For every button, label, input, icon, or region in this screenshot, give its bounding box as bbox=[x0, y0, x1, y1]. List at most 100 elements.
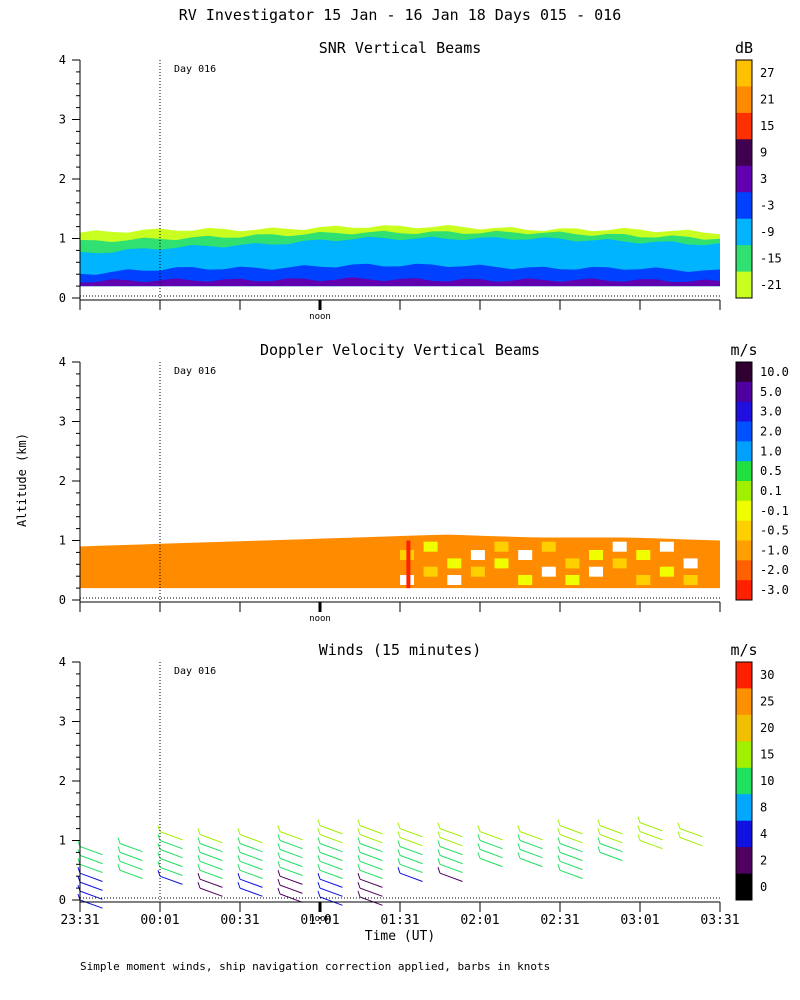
colorbar-swatch bbox=[736, 381, 752, 403]
velocity-patch bbox=[612, 558, 627, 569]
y-tick-label: 1 bbox=[59, 534, 66, 548]
colorbar-frame bbox=[735, 361, 753, 601]
wind-barb-flag bbox=[197, 837, 201, 844]
x-tick-label: 01:31 bbox=[380, 913, 419, 928]
wind-barb-flag bbox=[437, 867, 441, 874]
wind-barb-flag bbox=[237, 855, 241, 862]
colorbar-label: 0.1 bbox=[760, 484, 782, 498]
wind-barb bbox=[199, 834, 223, 844]
x-tick-label: 01:01 bbox=[300, 913, 339, 928]
wind-barb-flag bbox=[357, 837, 361, 844]
colorbar-swatch bbox=[736, 794, 752, 822]
wind-barb bbox=[359, 834, 383, 844]
colorbar-label: 25 bbox=[760, 695, 774, 709]
wind-barb-flag bbox=[397, 867, 401, 874]
wind-barb bbox=[159, 857, 183, 868]
colorbar-label: 10.0 bbox=[760, 365, 789, 379]
colorbar-swatch bbox=[736, 662, 752, 689]
velocity-patch bbox=[541, 566, 556, 577]
colorbar-label: -3.0 bbox=[760, 583, 789, 597]
wind-barb bbox=[279, 875, 303, 885]
day-marker-label: Day 016 bbox=[174, 666, 216, 677]
velocity-patch bbox=[659, 566, 674, 577]
y-tick-label: 4 bbox=[59, 655, 66, 669]
colorbar-label: 20 bbox=[760, 721, 774, 735]
colorbar-units: m/s bbox=[730, 641, 757, 659]
velocity-patch bbox=[494, 541, 509, 552]
wind-barb bbox=[399, 837, 423, 847]
colorbar-swatch bbox=[736, 139, 752, 167]
velocity-patch bbox=[589, 550, 603, 560]
wind-barb bbox=[479, 831, 503, 841]
x-tick-label: 03:01 bbox=[620, 913, 659, 928]
wind-barb bbox=[559, 869, 583, 879]
x-tick-label: 03:31 bbox=[700, 913, 739, 928]
wind-barb-flag bbox=[317, 828, 321, 835]
velocity-patch bbox=[683, 558, 698, 569]
noon-label: noon bbox=[309, 312, 331, 322]
wind-barb bbox=[119, 860, 143, 871]
colorbar-swatch bbox=[736, 540, 752, 561]
colorbar-swatch bbox=[736, 218, 752, 246]
wind-barb bbox=[199, 887, 223, 897]
colorbar-label: 27 bbox=[760, 66, 774, 80]
wind-barb bbox=[79, 899, 103, 909]
velocity-patch bbox=[423, 541, 438, 552]
wind-barb bbox=[359, 896, 383, 906]
x-axis-label: Time (UT) bbox=[365, 929, 435, 944]
wind-barb bbox=[359, 878, 383, 888]
velocity-patch bbox=[612, 541, 627, 552]
wind-barb-flag bbox=[117, 837, 121, 844]
snr-layer-3 bbox=[80, 277, 720, 287]
colorbar-label: 4 bbox=[760, 827, 767, 841]
wind-barb-flag bbox=[477, 825, 481, 832]
velocity-patch bbox=[494, 558, 509, 569]
colorbar-frame bbox=[735, 661, 753, 901]
x-tick-label: 02:01 bbox=[460, 913, 499, 928]
velocity-patch bbox=[447, 558, 462, 569]
wind-barb-flag bbox=[237, 873, 241, 880]
wind-barb-flag bbox=[277, 870, 281, 877]
colorbar-label: 2.0 bbox=[760, 424, 782, 438]
y-tick-label: 2 bbox=[59, 172, 66, 186]
wind-barb-flag bbox=[317, 881, 321, 889]
wind-barb-flag bbox=[357, 881, 361, 889]
velocity-patch bbox=[659, 541, 674, 552]
wind-barb bbox=[319, 834, 343, 844]
wind-barb bbox=[639, 840, 663, 850]
wind-barb-flag bbox=[397, 831, 401, 838]
wind-barb bbox=[199, 860, 223, 871]
wind-barb bbox=[79, 872, 103, 882]
x-tick-label: 00:01 bbox=[140, 913, 179, 928]
velocity-streak bbox=[406, 540, 411, 589]
wind-barb bbox=[359, 843, 383, 853]
wind-barb-flag bbox=[357, 873, 361, 880]
velocity-patch bbox=[565, 575, 580, 585]
wind-barb bbox=[119, 843, 143, 853]
y-tick-label: 2 bbox=[59, 774, 66, 788]
wind-barb bbox=[479, 848, 503, 859]
wind-barb-flag bbox=[517, 852, 521, 859]
velocity-patch bbox=[541, 541, 556, 552]
velocity-patch bbox=[423, 566, 438, 577]
wind-barb-flag bbox=[277, 843, 281, 850]
wind-barb-flag bbox=[597, 819, 601, 826]
wind-barb bbox=[199, 843, 223, 853]
colorbar-swatch bbox=[736, 421, 752, 442]
wind-barb-flag bbox=[437, 822, 441, 829]
panel-2: Doppler Velocity Vertical Beams m/s 0 1 2 3 4 D… bbox=[59, 341, 789, 624]
colorbar-label: 9 bbox=[760, 146, 767, 160]
colorbar-swatch bbox=[736, 481, 752, 502]
wind-barb-flag bbox=[557, 846, 561, 853]
wind-barb bbox=[439, 863, 463, 873]
wind-barb-flag bbox=[437, 858, 441, 865]
colorbar-swatch bbox=[736, 688, 752, 716]
velocity-patch bbox=[636, 550, 651, 560]
wind-barb-flag bbox=[357, 864, 361, 871]
wind-barb-flag bbox=[237, 846, 241, 853]
wind-barb-flag bbox=[277, 878, 281, 886]
colorbar-label: 0 bbox=[760, 880, 767, 894]
wind-barb-flag bbox=[597, 828, 601, 835]
wind-barb bbox=[199, 869, 223, 879]
